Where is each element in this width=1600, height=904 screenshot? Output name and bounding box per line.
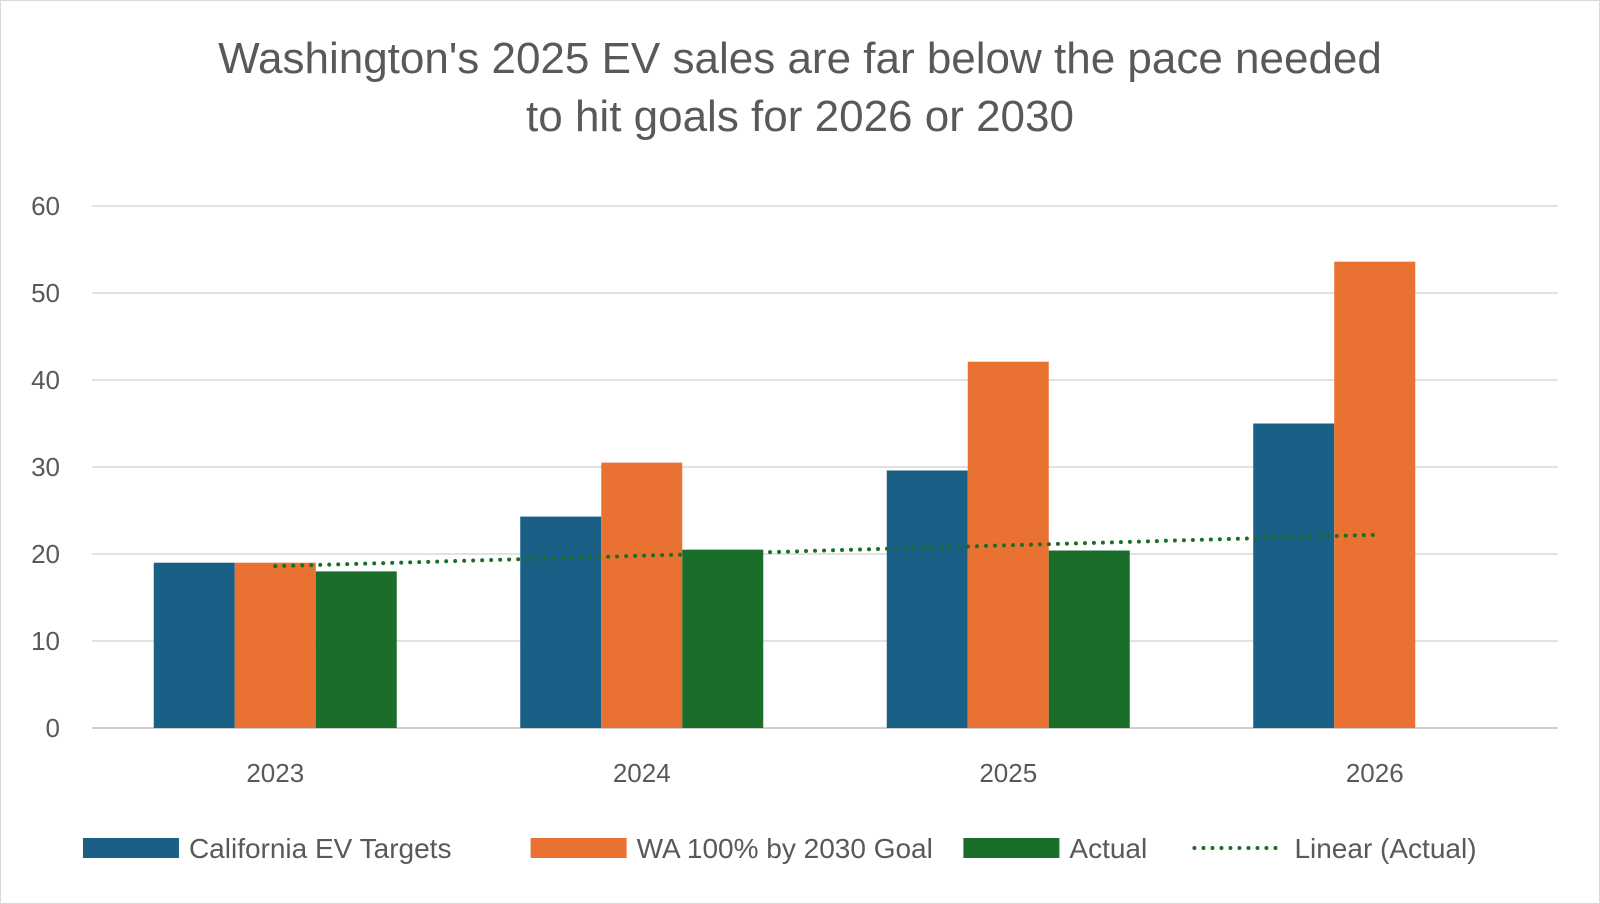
x-axis-ticks: 2023 2024 2025 2026 xyxy=(246,758,1403,788)
bars xyxy=(153,261,1416,728)
bar-wa-100-by-2030-goal-2026 xyxy=(1334,261,1416,728)
trendline-linear-actual xyxy=(273,532,1377,569)
chart-title: Washington's 2025 EV sales are far below… xyxy=(0,30,1600,146)
bar-actual-2023 xyxy=(315,571,397,728)
chart-title-line-2: to hit goals for 2026 or 2030 xyxy=(526,92,1074,141)
legend-label: Linear (Actual) xyxy=(1294,833,1476,864)
bar-wa-100-by-2030-goal-2025 xyxy=(967,361,1049,728)
trendline-layer xyxy=(273,532,1377,569)
legend-swatch xyxy=(530,838,627,858)
legend: California EV Targets WA 100% by 2030 Goa… xyxy=(82,833,1477,864)
y-tick-label: 30 xyxy=(31,452,60,482)
chart-title-line-1: Washington's 2025 EV sales are far below… xyxy=(218,34,1382,83)
x-tick-label: 2024 xyxy=(613,758,671,788)
legend-label: Actual xyxy=(1069,833,1147,864)
legend-label: California EV Targets xyxy=(189,833,452,864)
legend-swatch xyxy=(963,838,1060,858)
legend-swatch xyxy=(82,838,179,858)
legend-item-linear-actual-: Linear (Actual) xyxy=(1192,833,1477,864)
bar-california-ev-targets-2023 xyxy=(153,562,235,728)
bar-wa-100-by-2030-goal-2023 xyxy=(234,562,316,728)
legend-item-california-ev-targets: California EV Targets xyxy=(82,833,452,864)
bar-california-ev-targets-2025 xyxy=(886,470,968,728)
y-tick-label: 50 xyxy=(31,278,60,308)
legend-label: WA 100% by 2030 Goal xyxy=(637,833,933,864)
y-tick-label: 0 xyxy=(46,713,60,743)
bar-california-ev-targets-2026 xyxy=(1253,423,1335,728)
legend-item-wa-100-by-2030-goal: WA 100% by 2030 Goal xyxy=(530,833,933,864)
y-tick-label: 40 xyxy=(31,365,60,395)
bar-california-ev-targets-2024 xyxy=(520,516,602,728)
legend-item-actual: Actual xyxy=(963,833,1147,864)
x-tick-label: 2026 xyxy=(1346,758,1404,788)
y-tick-label: 60 xyxy=(31,191,60,221)
bar-wa-100-by-2030-goal-2024 xyxy=(601,462,683,728)
bar-actual-2024 xyxy=(682,549,764,728)
x-tick-label: 2023 xyxy=(246,758,304,788)
x-tick-label: 2025 xyxy=(979,758,1037,788)
y-tick-label: 20 xyxy=(31,539,60,569)
y-tick-label: 10 xyxy=(31,626,60,656)
y-axis-ticks: 0 10 20 30 40 50 60 xyxy=(31,191,60,743)
bar-actual-2025 xyxy=(1048,550,1130,728)
